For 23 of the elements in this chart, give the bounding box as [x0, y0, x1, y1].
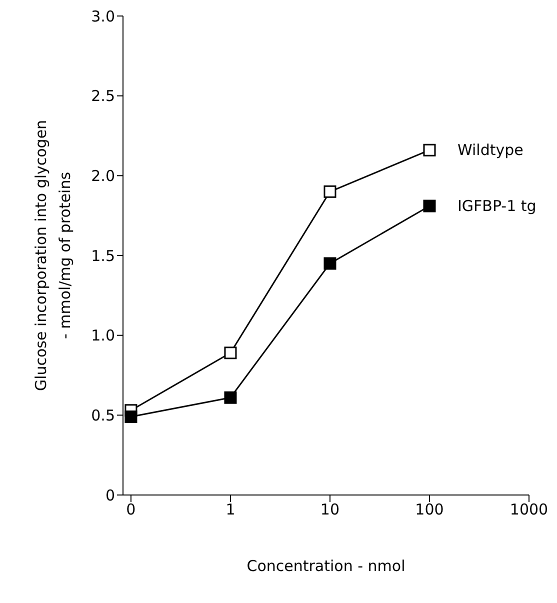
y-tick-label: 1.0	[91, 326, 115, 345]
point	[423, 144, 436, 156]
point	[224, 346, 237, 360]
y-tick-label: 3.0	[91, 7, 115, 26]
point	[423, 200, 436, 212]
y-tick-label: 2.5	[91, 87, 115, 106]
point	[324, 185, 336, 198]
x-tick-label: 1	[226, 500, 236, 519]
y-tick-label: 0.5	[91, 406, 115, 424]
x-tick-label: 0	[126, 500, 136, 519]
x-tick-label: 100	[415, 500, 444, 519]
point	[124, 410, 138, 424]
y-axis-title: Glucose incorporation into glycogen - mmol/mg of proteins	[32, 120, 74, 392]
x-tick-label: 1000	[510, 500, 548, 519]
series-label: IGFBP-1 tg	[457, 197, 536, 216]
y-tick-label: 2.0	[91, 166, 115, 185]
x-axis-title: Concentration - nmol	[246, 557, 406, 575]
series-label: Wildtype	[457, 141, 524, 160]
y-tick-label: 1.5	[91, 246, 115, 265]
x-tick-label: 10	[320, 500, 340, 519]
point	[324, 257, 336, 270]
y-tick-label: 0	[105, 486, 115, 504]
point	[224, 391, 237, 404]
